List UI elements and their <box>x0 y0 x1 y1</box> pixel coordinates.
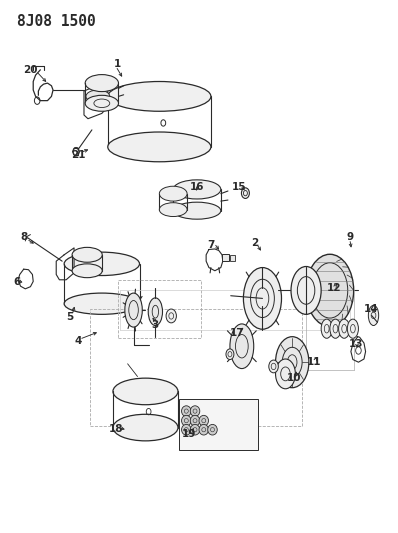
Ellipse shape <box>108 82 211 111</box>
Text: 20: 20 <box>23 65 38 75</box>
Text: 8J08 1500: 8J08 1500 <box>17 14 95 29</box>
Ellipse shape <box>321 319 332 338</box>
Ellipse shape <box>339 319 350 338</box>
Ellipse shape <box>347 319 359 338</box>
Text: 1: 1 <box>114 60 121 69</box>
Ellipse shape <box>181 406 191 416</box>
Circle shape <box>226 349 234 360</box>
Text: 8: 8 <box>20 232 27 243</box>
Text: 18: 18 <box>109 424 123 434</box>
Text: 11: 11 <box>307 357 321 367</box>
Ellipse shape <box>199 424 209 435</box>
Circle shape <box>269 360 278 373</box>
Ellipse shape <box>369 305 378 326</box>
Text: 10: 10 <box>287 373 301 383</box>
Bar <box>222 254 229 261</box>
Ellipse shape <box>108 132 211 162</box>
Ellipse shape <box>244 268 281 329</box>
Ellipse shape <box>199 415 209 426</box>
Circle shape <box>242 188 250 198</box>
Ellipse shape <box>291 266 321 314</box>
Ellipse shape <box>85 75 119 92</box>
Ellipse shape <box>230 324 254 368</box>
Ellipse shape <box>113 414 178 441</box>
Bar <box>118 280 201 338</box>
Ellipse shape <box>159 203 187 216</box>
Text: 3: 3 <box>152 320 159 330</box>
Ellipse shape <box>190 424 200 435</box>
Ellipse shape <box>190 406 200 416</box>
Text: 14: 14 <box>364 304 379 314</box>
Text: 13: 13 <box>348 338 363 349</box>
Ellipse shape <box>64 252 140 276</box>
Bar <box>179 399 258 450</box>
Ellipse shape <box>181 415 191 426</box>
Text: 15: 15 <box>231 182 246 192</box>
Ellipse shape <box>72 247 102 262</box>
Text: 12: 12 <box>327 283 341 293</box>
Ellipse shape <box>306 254 354 327</box>
Ellipse shape <box>330 319 341 338</box>
Ellipse shape <box>148 298 162 326</box>
Ellipse shape <box>86 90 110 103</box>
Ellipse shape <box>173 180 221 199</box>
Ellipse shape <box>113 378 178 405</box>
Ellipse shape <box>190 415 200 426</box>
Text: 19: 19 <box>182 429 196 439</box>
Bar <box>230 255 236 261</box>
Text: 17: 17 <box>229 328 244 338</box>
Text: 9: 9 <box>346 232 353 243</box>
Ellipse shape <box>72 264 102 278</box>
Ellipse shape <box>159 186 187 201</box>
Text: 5: 5 <box>66 312 74 322</box>
Text: 4: 4 <box>74 336 82 346</box>
Text: 21: 21 <box>71 150 85 160</box>
Text: 6: 6 <box>13 278 20 287</box>
Ellipse shape <box>173 202 221 219</box>
Text: 2: 2 <box>251 238 258 247</box>
Ellipse shape <box>85 95 119 111</box>
Ellipse shape <box>166 309 176 323</box>
Ellipse shape <box>181 424 191 435</box>
Text: 7: 7 <box>207 240 215 250</box>
Ellipse shape <box>208 424 217 435</box>
Ellipse shape <box>275 359 295 389</box>
Ellipse shape <box>275 337 309 387</box>
Ellipse shape <box>64 293 140 314</box>
Text: 16: 16 <box>190 182 204 192</box>
Ellipse shape <box>125 293 142 327</box>
Bar <box>90 309 302 426</box>
